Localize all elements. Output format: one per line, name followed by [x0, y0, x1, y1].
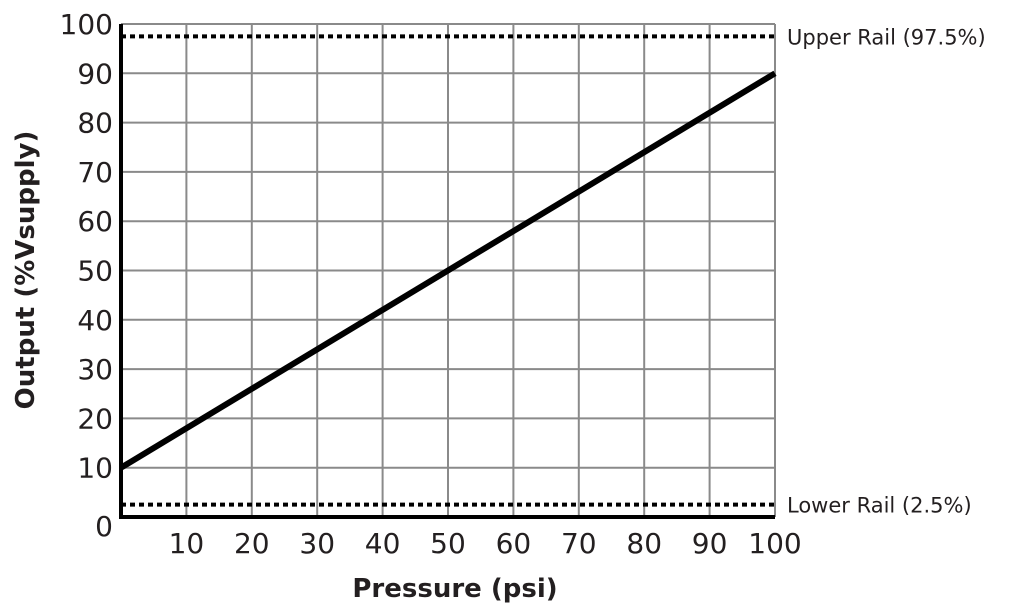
- axes: [119, 24, 775, 519]
- rail-labels: Upper Rail (97.5%) Lower Rail (2.5%): [787, 25, 986, 517]
- x-tick-label: 50: [430, 527, 466, 560]
- lower-rail-label: Lower Rail (2.5%): [787, 494, 972, 518]
- grid-lines: [121, 23, 776, 517]
- y-tick-label: 30: [77, 353, 113, 386]
- y-axis-title: Output (%Vsupply): [11, 131, 41, 410]
- y-tick-label: 70: [77, 156, 113, 189]
- rail-lines: [121, 34, 775, 507]
- x-tick-label: 100: [748, 527, 801, 560]
- y-tick-label: 10: [77, 452, 113, 485]
- x-tick-label: 60: [496, 527, 532, 560]
- x-tick-label: 40: [365, 527, 401, 560]
- x-axis-title: Pressure (psi): [352, 574, 557, 604]
- y-tick-label: 0: [95, 510, 113, 543]
- x-tick-label: 90: [692, 527, 728, 560]
- y-tick-label: 90: [77, 57, 113, 90]
- x-tick-label: 30: [299, 527, 335, 560]
- y-tick-label: 50: [77, 255, 113, 288]
- output-line: [119, 70, 777, 471]
- y-tick-label: 60: [77, 205, 113, 238]
- y-tick-label: 80: [77, 107, 113, 140]
- x-tick-label: 10: [169, 527, 205, 560]
- y-tick-label: 100: [60, 8, 113, 41]
- x-tick-labels: 10 20 30 40 50 60 70 80 90 100: [169, 527, 802, 560]
- x-tick-label: 70: [561, 527, 597, 560]
- x-tick-label: 20: [234, 527, 270, 560]
- y-tick-label: 40: [77, 304, 113, 337]
- y-tick-label: 20: [77, 402, 113, 435]
- upper-rail-label: Upper Rail (97.5%): [787, 25, 986, 49]
- data-series: [119, 70, 777, 471]
- y-tick-labels: 0 10 20 30 40 50 60 70 80 90 100: [60, 8, 113, 543]
- x-tick-label: 80: [626, 527, 662, 560]
